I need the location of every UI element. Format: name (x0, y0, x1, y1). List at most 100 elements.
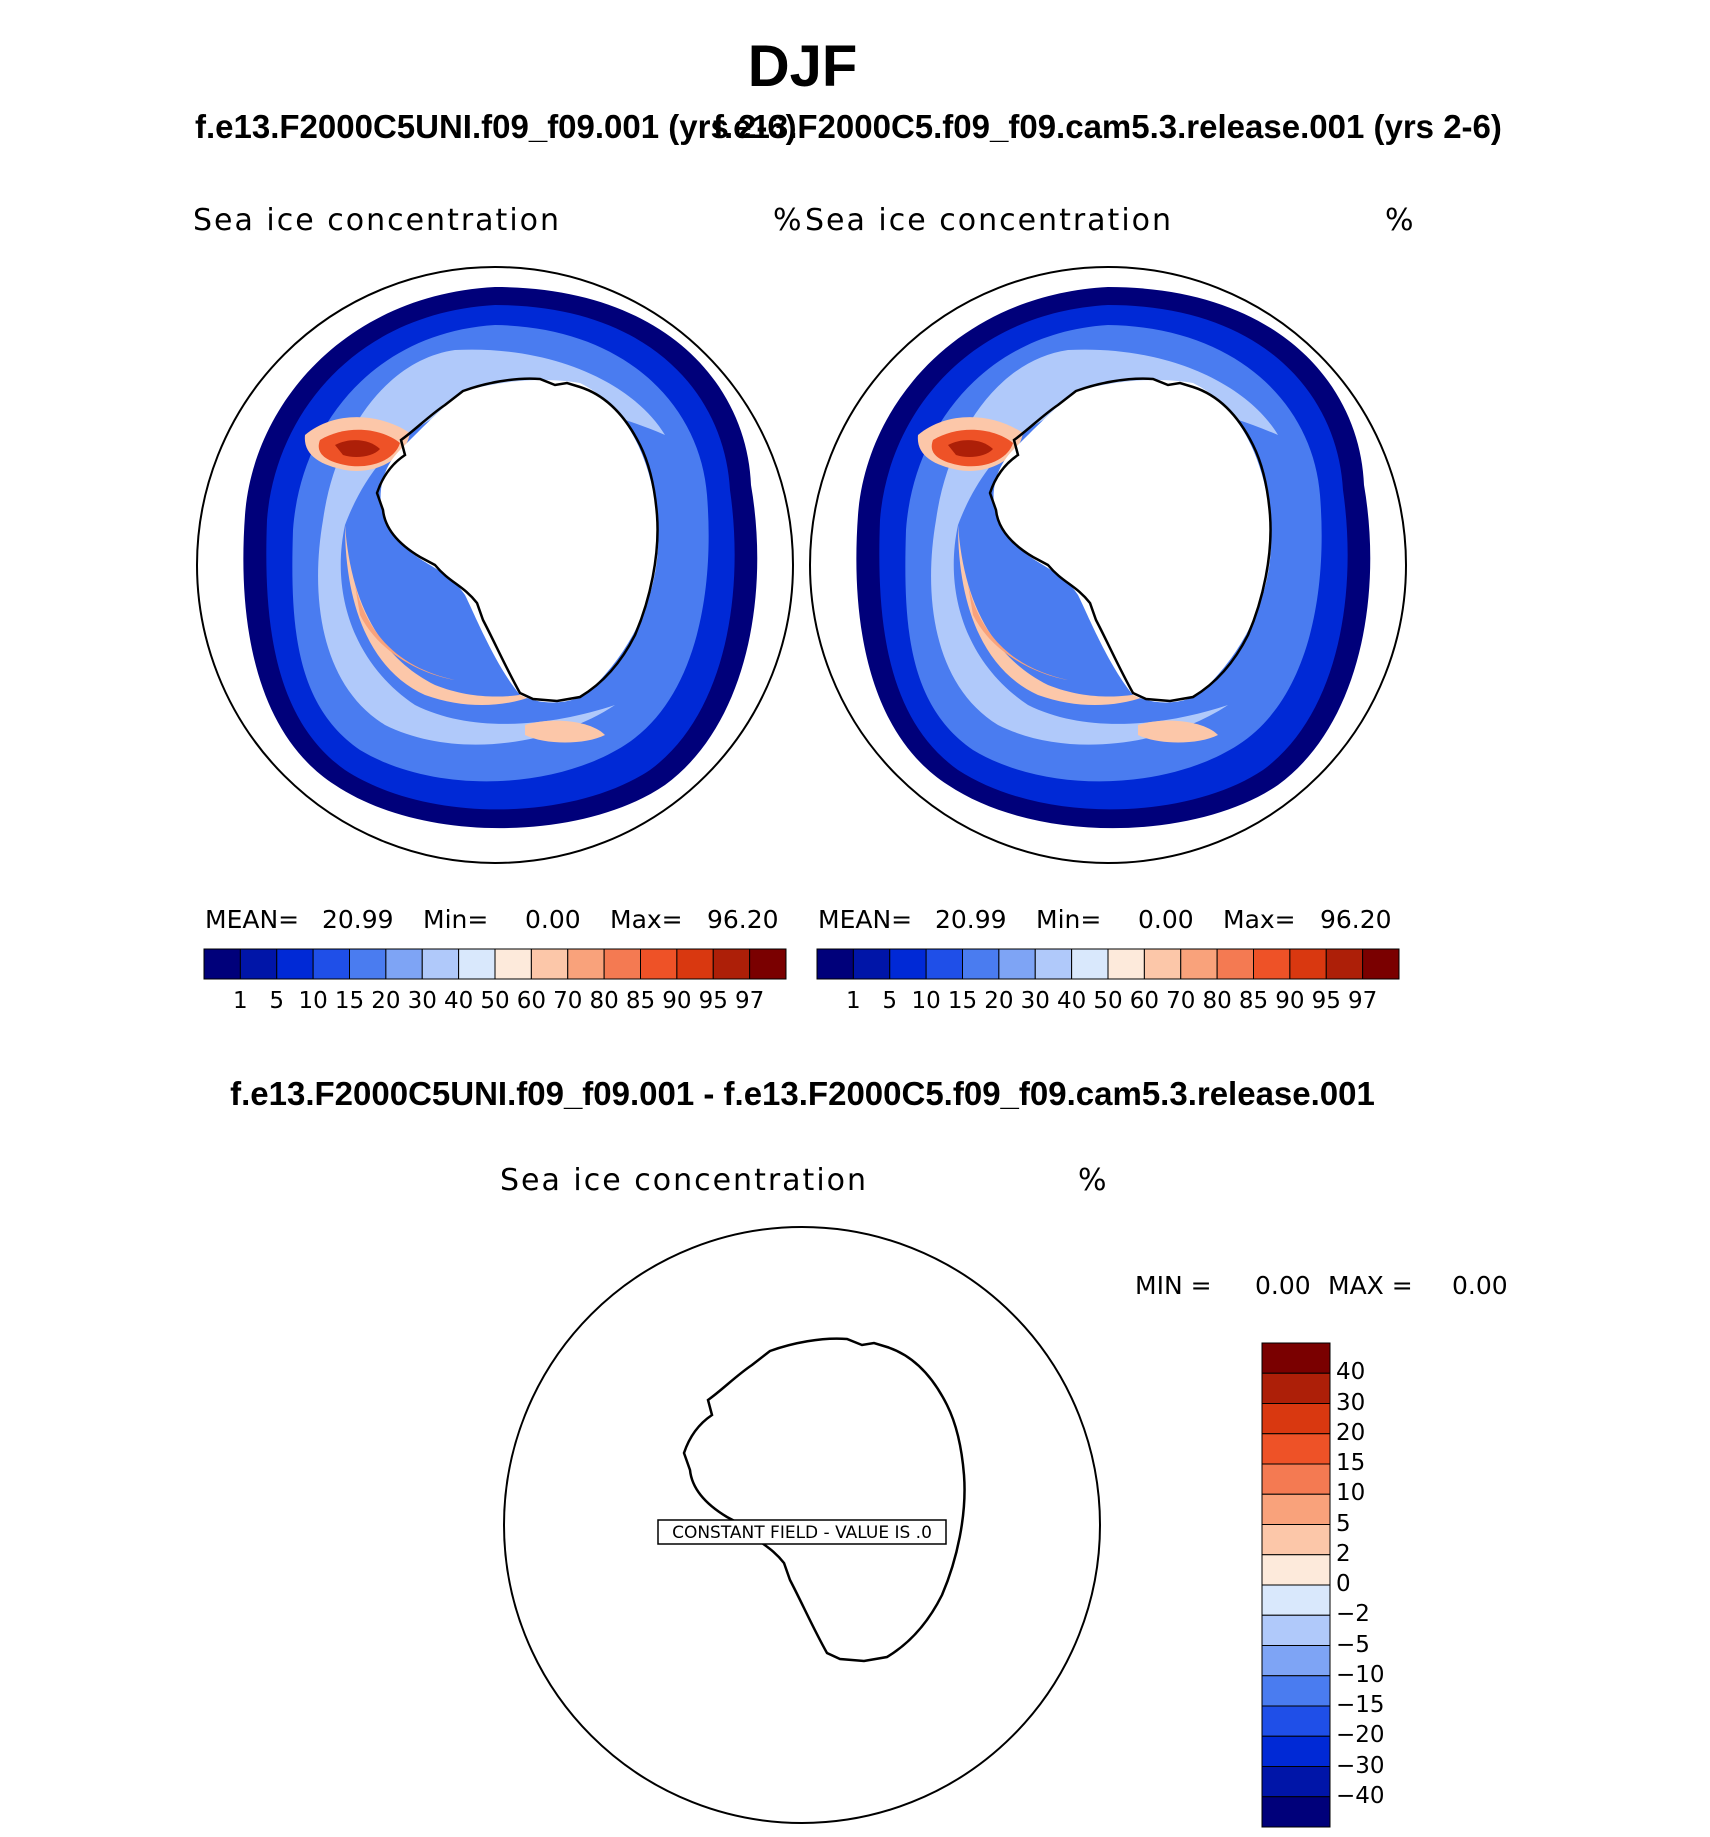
diff-colorbar-tick-label: 2 (1336, 1540, 1351, 1567)
panel-a-colorbar-tick-label: 50 (480, 988, 510, 1014)
diff-coastline (682, 1337, 966, 1663)
panel-a-colorbar-tick-label: 97 (734, 988, 765, 1014)
panel-a-map (196, 266, 794, 864)
diff-colorbar-box (1261, 1524, 1331, 1556)
panel-b-colorbar-tick-label: 97 (1347, 988, 1378, 1014)
panel-a-units: % (773, 203, 804, 238)
panel-a-colorbar-box (421, 948, 460, 980)
panel-a-max-value: 96.20 (707, 905, 779, 934)
panel-a-colorbar-box (712, 948, 751, 980)
panel-b-colorbar-tick-label: 20 (984, 988, 1014, 1014)
panel-a-colorbar-box (458, 948, 496, 980)
diff-colorbar-box (1261, 1433, 1331, 1465)
panel-a-colorbar-tick-label: 1 (233, 988, 248, 1014)
diff-colorbar-tick-label: −2 (1336, 1601, 1370, 1628)
panel-a-colorbar-tick-label: 90 (662, 988, 692, 1014)
diff-map-boundary (503, 1226, 1101, 1824)
panel-a-min-value: 0.00 (525, 905, 581, 934)
diff-colorbar-tick-label: 15 (1336, 1450, 1366, 1476)
diff-colorbar-box (1261, 1796, 1331, 1828)
diff-colorbar-box (1261, 1645, 1331, 1677)
panel-b-colorbar-tick-label: 60 (1129, 988, 1160, 1014)
panel-b-map (809, 266, 1407, 864)
panel-b-colorbar-box (1325, 948, 1364, 980)
diff-colorbar (1261, 1342, 1331, 1828)
panel-a-map-boundary (196, 266, 794, 864)
case-a-title: f.e13.F2000C5UNI.f09_f09.001 (yrs 2-6) (195, 108, 797, 145)
season-title: DJF (747, 34, 858, 99)
diff-colorbar-box (1261, 1372, 1331, 1404)
panel-b-colorbar-tick-label: 10 (911, 988, 941, 1014)
constant-field-text: CONSTANT FIELD - VALUE IS .0 (672, 1523, 932, 1543)
diff-colorbar-box (1261, 1584, 1331, 1616)
panel-a-mean-value: 20.99 (322, 905, 394, 934)
panel-a-ice-field (243, 287, 758, 829)
panel-b-colorbar-box (1071, 948, 1109, 980)
panel-a-colorbar-tick-label: 20 (371, 988, 401, 1014)
diff-colorbar-tick-label: 20 (1336, 1419, 1366, 1446)
diff-colorbar-box (1261, 1403, 1331, 1435)
panel-a-colorbar-box (567, 948, 605, 980)
panel-a-colorbar-tick-label: 40 (443, 988, 474, 1014)
diff-colorbar-tick-label: −40 (1336, 1782, 1385, 1809)
diff-colorbar-tick-label: 30 (1336, 1389, 1366, 1416)
panel-b-colorbar (816, 948, 1400, 980)
diff-colorbar-tick-label: −20 (1336, 1722, 1385, 1749)
diff-max-label: MAX = (1328, 1271, 1413, 1300)
panel-b-colorbar-box (1289, 948, 1327, 980)
panel-a-colorbar-tick-label: 15 (334, 988, 365, 1014)
diff-colorbar-tick-label: 40 (1336, 1359, 1366, 1386)
panel-b-colorbar-box (962, 948, 1000, 980)
panel-a-min-label: Min= (423, 905, 489, 934)
panel-b-colorbar-box (1362, 948, 1400, 980)
panel-a-colorbar-tick-label: 60 (516, 988, 547, 1014)
panel-b-max-value: 96.20 (1320, 905, 1392, 934)
panel-b-colorbar-tick-label: 50 (1093, 988, 1123, 1014)
diff-units: % (1078, 1163, 1109, 1198)
panel-b-ice-field (856, 287, 1371, 829)
diff-colorbar-box (1261, 1766, 1331, 1798)
panel-b-colorbar-box (816, 948, 854, 980)
panel-a-colorbar-tick-label: 85 (625, 988, 656, 1014)
panel-b-colorbar-box (998, 948, 1036, 980)
panel-a-colorbar-box (349, 948, 387, 980)
diff-colorbar-tick-label: 10 (1336, 1480, 1366, 1507)
diff-colorbar-tick-label: −30 (1336, 1752, 1385, 1779)
panel-a-colorbar-box (239, 948, 278, 980)
constant-field-label: CONSTANT FIELD - VALUE IS .0 (657, 1519, 947, 1545)
panel-a-max-label: Max= (610, 905, 683, 934)
panel-b-colorbar-tick-label: 1 (846, 988, 861, 1014)
diff-colorbar-tick-label: −10 (1336, 1661, 1385, 1688)
panel-b-colorbar-tick-label: 15 (947, 988, 978, 1014)
diff-colorbar-box (1261, 1675, 1331, 1707)
panel-b-colorbar-box (1107, 948, 1145, 980)
panel-a-mean-label: MEAN= (205, 905, 300, 934)
panel-b-mean-label: MEAN= (818, 905, 913, 934)
panel-b-colorbar-tick-label: 80 (1202, 988, 1232, 1014)
panel-a-colorbar-tick-label: 80 (589, 988, 619, 1014)
panel-b-units: % (1385, 203, 1416, 238)
panel-b-colorbar-tick-label: 95 (1311, 988, 1341, 1014)
panel-a-colorbar-box (312, 948, 350, 980)
panel-a-colorbar-tick-label: 95 (698, 988, 728, 1014)
panel-b-mean-value: 20.99 (935, 905, 1007, 934)
panel-a-colorbar-box (640, 948, 678, 980)
diff-colorbar-box (1261, 1614, 1331, 1646)
panel-b-colorbar-tick-label: 30 (1020, 988, 1050, 1014)
panel-a-colorbar-box (603, 948, 641, 980)
panel-a-colorbar-ticks: 1 5 10 15 20 30 40 50 60 70 80 85 90 95 97 (204, 988, 786, 1018)
panel-b-colorbar-tick-label: 85 (1238, 988, 1269, 1014)
panel-a-coastline (375, 377, 659, 703)
panel-a-colorbar-tick-label: 5 (269, 988, 285, 1014)
panel-b-colorbar-tick-label: 40 (1056, 988, 1087, 1014)
panel-b-colorbar-tick-label: 90 (1275, 988, 1305, 1014)
panel-b-colorbar-box (1180, 948, 1218, 980)
diff-map: CONSTANT FIELD - VALUE IS .0 (503, 1226, 1101, 1824)
diff-colorbar-tick-label: 5 (1336, 1510, 1351, 1537)
panel-a-colorbar (203, 948, 787, 980)
diff-max-value: 0.00 (1452, 1271, 1508, 1300)
diff-colorbar-tick-label: 0 (1336, 1571, 1351, 1597)
panel-b-map-boundary (809, 266, 1407, 864)
diff-colorbar-box (1261, 1735, 1331, 1767)
panel-a-colorbar-tick-label: 70 (553, 988, 583, 1014)
